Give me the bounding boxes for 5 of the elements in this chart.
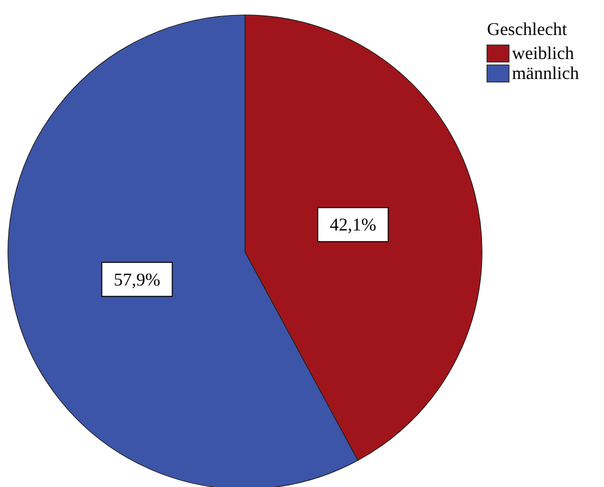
legend-label: weiblich [512,43,574,63]
legend-title: Geschlecht [487,19,567,39]
legend-label: männlich [512,63,579,83]
data-label: 57,9% [114,269,160,290]
data-label: 42,1% [330,214,376,235]
